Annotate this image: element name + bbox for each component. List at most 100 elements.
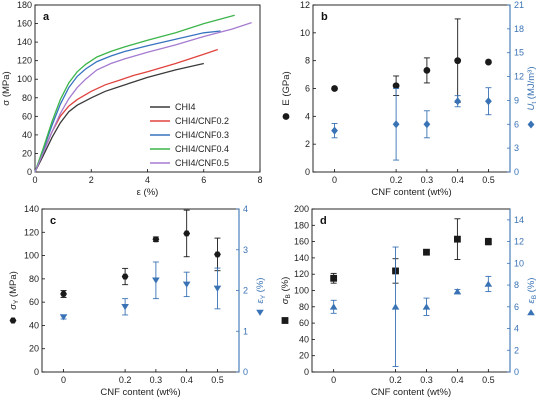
right-series-point <box>423 120 431 129</box>
y-right-tick-label: 1 <box>243 326 248 336</box>
y-tick-label: 40 <box>29 320 39 330</box>
x-tick-label: 0 <box>331 375 336 385</box>
x-tick-label: 0.3 <box>421 175 434 185</box>
x-tick-label: 0.2 <box>390 175 403 185</box>
y-right-tick-label: 12 <box>514 237 524 247</box>
y-tick-label: 120 <box>24 227 39 237</box>
y-right-tick-label: 6 <box>514 302 519 312</box>
y-right-axis-legend-marker <box>527 309 535 316</box>
y-right-axis-legend-marker <box>527 120 535 129</box>
y-right-tick-label: 15 <box>514 48 524 58</box>
panel-b: 0 0.2 0.3 0.4 0.5 0 2 4 6 8 10 12 0 3 6 9 12 15 18 21 CNF co… <box>281 0 538 198</box>
series-line-chi4-cnf0-3 <box>34 30 221 173</box>
right-series-point <box>422 303 431 310</box>
plot-frame-d <box>311 208 511 373</box>
series-line-chi4-cnf0-4 <box>34 14 235 173</box>
left-series-point <box>392 82 400 90</box>
y-right-tick-label: 0 <box>514 167 519 177</box>
legend-label: CHI4/CNF0.5 <box>175 158 229 168</box>
y-tick-label: 120 <box>294 269 309 279</box>
y-axis-legend-marker <box>282 113 290 120</box>
y-right-tick-label: 10 <box>514 258 524 268</box>
y-axis-legend-marker <box>281 317 289 324</box>
legend-label: CHI4/CNF0.2 <box>175 116 229 126</box>
legend-label: CHI4 <box>175 102 196 112</box>
left-series-point <box>484 238 492 245</box>
left-series-point <box>330 274 338 282</box>
y-tick-label: 20 <box>22 148 32 158</box>
x-tick-label: 0.3 <box>420 375 433 385</box>
x-tick-label: 8 <box>257 175 262 185</box>
y-tick-label: 160 <box>294 237 309 247</box>
y-right-tick-label: 6 <box>514 119 519 129</box>
x-tick-label: 0.5 <box>482 175 495 185</box>
y-tick-label: 4 <box>305 111 310 121</box>
right-series-point <box>182 281 191 288</box>
left-series-point <box>454 57 462 65</box>
y-tick-label: 140 <box>24 204 39 214</box>
y-right-axis-label: εY (%) <box>255 278 267 304</box>
legend-label: CHI4/CNF0.3 <box>175 130 229 140</box>
y-right-axis-legend-marker <box>256 309 264 316</box>
panel-label: b <box>321 11 328 23</box>
y-right-tick-label: 3 <box>243 245 248 255</box>
x-tick-label: 0.4 <box>451 375 464 385</box>
right-series-point <box>484 280 493 287</box>
y-right-tick-label: 14 <box>514 215 524 225</box>
y-tick-label: 12 <box>300 0 310 10</box>
y-tick-label: 100 <box>294 286 309 296</box>
y-tick-label: 160 <box>17 19 32 29</box>
x-axis-label: ε (%) <box>137 187 159 198</box>
y-tick-label: 80 <box>22 93 32 103</box>
y-right-axis-label: εB (%) <box>526 278 538 304</box>
y-tick-label: 60 <box>22 111 32 121</box>
y-tick-label: 10 <box>300 28 310 38</box>
x-tick-label: 0.5 <box>211 375 224 385</box>
right-series-point <box>152 277 160 284</box>
left-series-point <box>423 67 431 74</box>
y-tick-label: 100 <box>17 74 32 84</box>
right-series-point <box>454 97 462 106</box>
y-tick-label: 180 <box>294 220 309 230</box>
y-right-tick-label: 2 <box>243 286 248 296</box>
y-tick-label: 0 <box>304 367 309 377</box>
y-axis-label: E (GPa) <box>281 71 292 105</box>
x-tick-label: 0.3 <box>150 375 163 385</box>
x-tick-label: 0.5 <box>482 375 495 385</box>
y-tick-label: 0 <box>27 167 32 177</box>
left-series-point <box>423 248 430 256</box>
y-tick-label: 180 <box>17 0 32 10</box>
y-axis-label: σY (MPa) <box>8 271 20 310</box>
right-series-point <box>329 303 338 310</box>
right-series-point <box>453 288 462 295</box>
x-tick-label: 0.4 <box>180 375 193 385</box>
panel-label: a <box>43 11 50 23</box>
x-tick-label: 6 <box>201 175 206 185</box>
y-right-tick-label: 0 <box>243 367 248 377</box>
y-tick-label: 140 <box>17 37 32 47</box>
y-axis-label: σ (MPa) <box>1 71 12 105</box>
left-series-point <box>121 273 129 280</box>
right-series-point <box>213 285 222 292</box>
y-tick-label: 200 <box>294 204 309 214</box>
right-series-point <box>391 303 400 310</box>
y-tick-label: 0 <box>305 167 310 177</box>
y-right-tick-label: 8 <box>514 280 519 290</box>
panel-label: d <box>320 215 327 227</box>
x-tick-label: 0.2 <box>119 375 132 385</box>
y-tick-label: 80 <box>29 274 39 284</box>
y-tick-label: 80 <box>299 302 309 312</box>
y-tick-label: 40 <box>22 130 32 140</box>
y-right-tick-label: 0 <box>514 367 519 377</box>
y-right-tick-label: 2 <box>514 345 519 355</box>
y-tick-label: 0 <box>34 367 39 377</box>
left-series-point <box>454 235 461 243</box>
y-right-tick-label: 12 <box>514 72 524 82</box>
x-axis-label: CNF content (wt%) <box>100 387 180 398</box>
y-right-tick-label: 9 <box>514 95 519 105</box>
plot-frame-b <box>312 4 511 173</box>
panel-d: 0 0.2 0.3 0.4 0.5020406080100120140160180200… <box>280 204 538 398</box>
y-right-tick-label: 3 <box>514 143 519 153</box>
right-series-point <box>485 97 492 106</box>
y-tick-label: 60 <box>29 297 39 307</box>
